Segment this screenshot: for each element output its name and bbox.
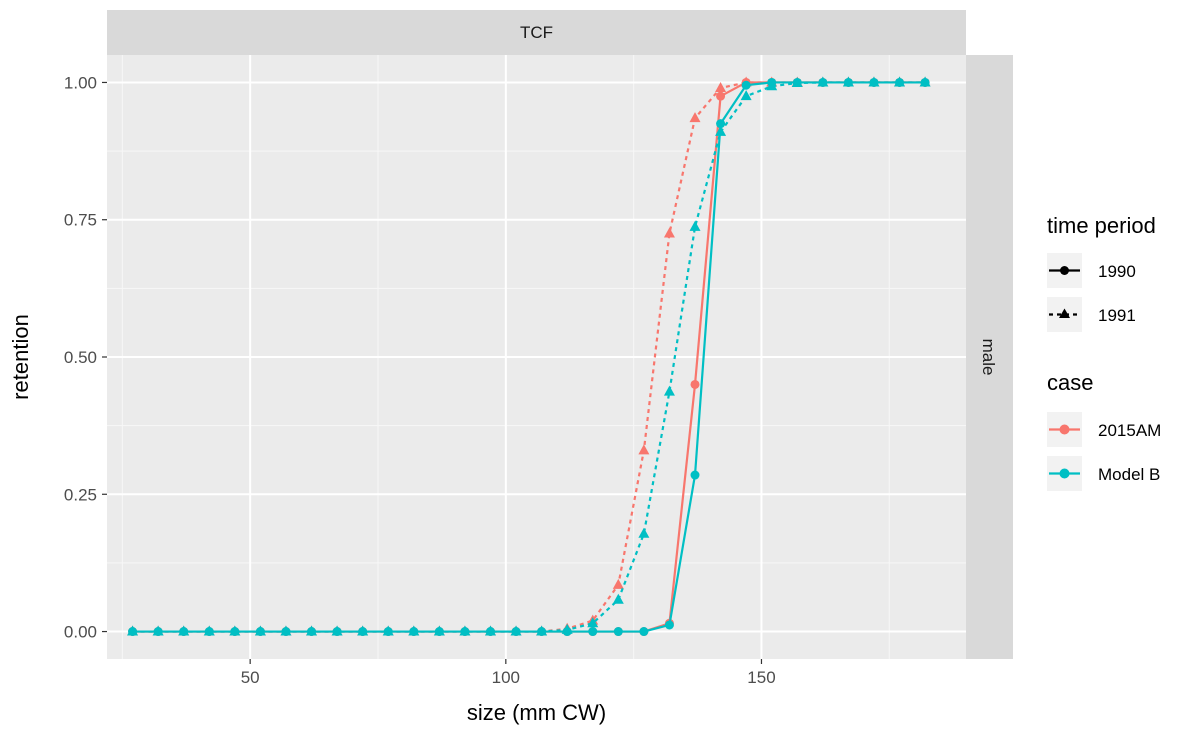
- data-point-circle: [511, 627, 521, 637]
- data-point-circle: [255, 627, 265, 637]
- data-point-circle: [741, 80, 751, 90]
- x-tick-label: 150: [747, 668, 775, 687]
- legend-item-1990: 1990: [1047, 253, 1136, 288]
- legend-marker-model-b: [1059, 468, 1070, 479]
- data-point-circle: [818, 77, 828, 87]
- legend-label-model-b: Model B: [1098, 465, 1160, 484]
- facet-strip-top: [107, 10, 966, 55]
- data-point-circle: [230, 627, 240, 637]
- legend-item-2015am: 2015AM: [1047, 412, 1161, 447]
- y-axis: 0.00 0.25 0.50 0.75 1.00: [64, 73, 107, 642]
- facet-strip-right-label: male: [979, 339, 998, 376]
- data-point-triangle: [689, 112, 701, 123]
- legend-label-1990: 1990: [1098, 262, 1136, 281]
- data-point-triangle: [638, 527, 650, 538]
- data-point-circle: [613, 627, 623, 637]
- data-point-circle: [562, 627, 572, 637]
- y-tick-label: 0.75: [64, 211, 97, 230]
- x-tick-label: 50: [241, 668, 260, 687]
- data-series: [127, 76, 931, 637]
- data-point-triangle: [663, 227, 675, 238]
- x-tick-label: 100: [492, 668, 520, 687]
- data-point-triangle: [715, 81, 727, 92]
- data-point-triangle: [663, 385, 675, 396]
- data-point-circle: [869, 77, 879, 87]
- data-point-circle: [843, 77, 853, 87]
- data-point-circle: [409, 627, 419, 637]
- data-point-triangle: [689, 220, 701, 231]
- data-point-circle: [383, 627, 393, 637]
- legend-marker-2015am: [1059, 424, 1070, 435]
- facet-strip-right: [966, 55, 1013, 659]
- legend-time-period: time period 1990 1991: [1047, 213, 1156, 332]
- data-point-circle: [307, 627, 317, 637]
- legend-triangle-marker: [1059, 308, 1070, 318]
- data-point-circle: [485, 627, 495, 637]
- legend-item-1991: 1991: [1047, 297, 1136, 332]
- data-point-circle: [716, 119, 726, 129]
- data-point-triangle: [612, 578, 624, 589]
- legend-case-title: case: [1047, 370, 1093, 395]
- y-tick-label: 0.50: [64, 348, 97, 367]
- data-point-circle: [179, 627, 189, 637]
- data-point-circle: [716, 91, 726, 101]
- data-point-circle: [588, 627, 598, 637]
- facet-strip-top-label: TCF: [520, 23, 553, 42]
- data-point-circle: [434, 627, 444, 637]
- data-point-circle: [358, 627, 368, 637]
- data-point-triangle: [638, 444, 650, 455]
- data-point-circle: [460, 627, 470, 637]
- data-point-triangle: [612, 593, 624, 604]
- y-tick-label: 1.00: [64, 73, 97, 92]
- data-point-circle: [767, 77, 777, 87]
- y-tick-label: 0.25: [64, 485, 97, 504]
- legend-item-model-b: Model B: [1047, 456, 1160, 491]
- data-point-triangle: [587, 617, 599, 628]
- x-axis-title: size (mm CW): [467, 700, 606, 725]
- legend-label-2015am: 2015AM: [1098, 421, 1161, 440]
- data-point-circle: [128, 627, 138, 637]
- y-tick-label: 0.00: [64, 623, 97, 642]
- data-point-circle: [204, 627, 214, 637]
- x-axis: 50 100 150: [241, 659, 776, 687]
- series-model-b-1990: [128, 77, 930, 637]
- data-point-circle: [281, 627, 291, 637]
- y-axis-title: retention: [8, 314, 33, 400]
- legend-label-1991: 1991: [1098, 306, 1136, 325]
- data-point-triangle: [740, 90, 752, 101]
- data-point-circle: [920, 77, 930, 87]
- data-point-circle: [332, 627, 342, 637]
- data-point-circle: [690, 379, 700, 389]
- data-point-circle: [639, 627, 649, 637]
- legend-case: case 2015AM Model B: [1047, 370, 1161, 491]
- data-point-circle: [664, 620, 674, 630]
- data-point-circle: [153, 627, 163, 637]
- data-point-circle: [537, 627, 547, 637]
- legend-circle-marker: [1060, 266, 1069, 275]
- data-point-circle: [895, 77, 905, 87]
- data-point-circle: [792, 77, 802, 87]
- legend-time-period-title: time period: [1047, 213, 1156, 238]
- data-point-circle: [690, 470, 700, 480]
